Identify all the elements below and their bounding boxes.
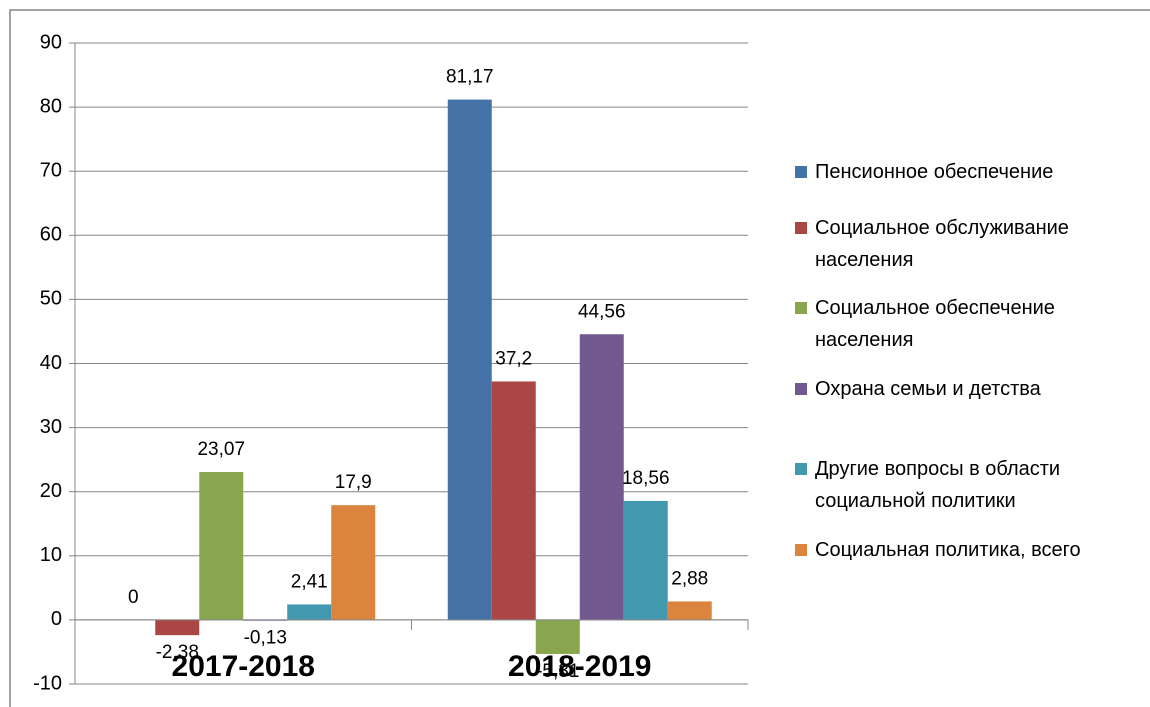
y-tick-label: 80 [40, 95, 62, 117]
value-label: 2,88 [671, 568, 708, 589]
value-label: -5,31 [536, 661, 579, 682]
y-tick-label: 60 [40, 224, 62, 246]
y-tick-label: 20 [40, 480, 62, 502]
legend-item: Пенсионное обеспечение [795, 156, 1135, 188]
y-tick-label: 70 [40, 159, 62, 181]
legend-item: Охрана семьи и детства [795, 373, 1135, 405]
legend-label: Другие вопросы в области социальной поли… [815, 458, 1061, 512]
bar [199, 472, 244, 620]
legend-label: Социальное обеспечение населения [815, 297, 1055, 351]
x-tick-label: 2018-2019 [508, 650, 651, 683]
legend-label: Социальное обслуживание населения [815, 217, 1069, 271]
legend-label: Социальная политика, всего [815, 539, 1081, 561]
legend-swatch [795, 222, 807, 234]
bar [491, 381, 536, 620]
bar [331, 505, 376, 620]
value-label: 37,2 [495, 348, 532, 369]
legend-swatch [795, 463, 807, 475]
legend-swatch [795, 166, 807, 178]
value-label: 0 [128, 587, 139, 608]
value-label: 2,41 [291, 571, 328, 592]
value-label: -2,38 [156, 642, 199, 663]
y-tick-label: 90 [40, 31, 62, 53]
value-label: 44,56 [578, 301, 626, 322]
y-tick-label: 10 [40, 544, 62, 566]
bar [155, 619, 200, 636]
legend-label: Пенсионное обеспечение [815, 161, 1054, 183]
y-tick-label: 30 [40, 416, 62, 438]
legend-item: Другие вопросы в области социальной поли… [795, 453, 1135, 517]
legend-swatch [795, 544, 807, 556]
chart-frame [9, 9, 1150, 707]
y-tick-label: -10 [33, 672, 62, 694]
bar [579, 334, 624, 620]
value-label: 81,17 [446, 67, 494, 88]
y-tick-label: 50 [40, 288, 62, 310]
legend-swatch [795, 302, 807, 314]
value-label: -0,13 [244, 628, 287, 649]
value-label: 18,56 [622, 468, 670, 489]
bar [535, 619, 580, 654]
x-tick-label: 2017-2018 [172, 650, 315, 683]
value-label: 23,07 [197, 439, 245, 460]
legend-swatch [795, 383, 807, 395]
legend-item: Социальная политика, всего [795, 534, 1135, 566]
y-tick-label: 0 [51, 608, 62, 630]
bar [447, 99, 492, 620]
bar [667, 601, 712, 620]
legend-item: Социальное обеспечение населения [795, 292, 1135, 356]
y-tick-label: 40 [40, 352, 62, 374]
bar [623, 500, 668, 620]
legend-item: Социальное обслуживание населения [795, 212, 1135, 276]
value-label: 17,9 [335, 472, 372, 493]
bar [287, 604, 332, 620]
legend-label: Охрана семьи и детства [815, 378, 1041, 400]
